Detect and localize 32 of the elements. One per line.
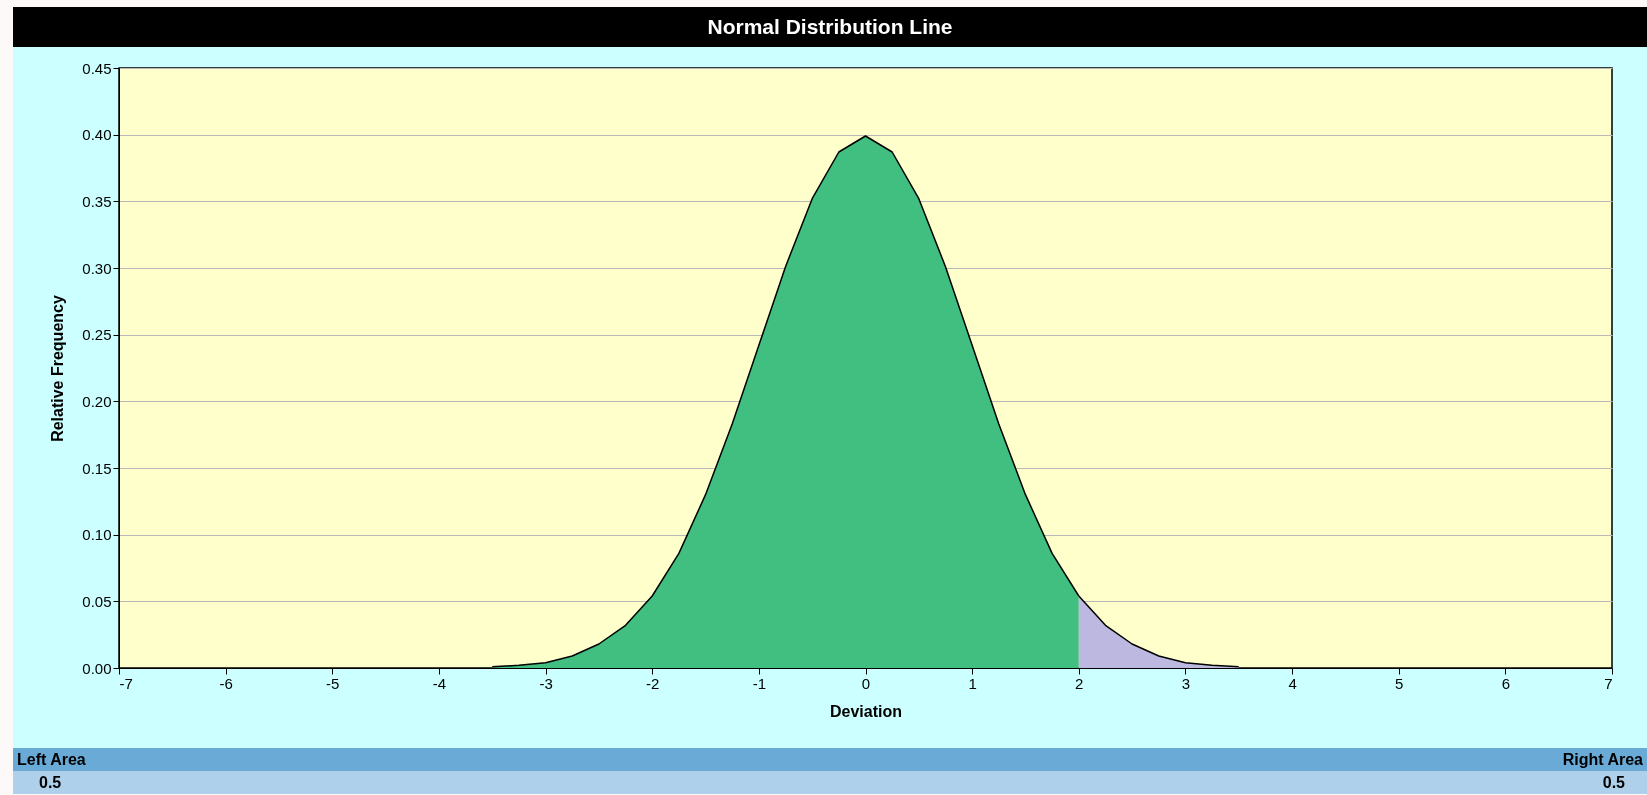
y-tick-label: 0.25: [82, 326, 112, 344]
x-tick-label: 0: [861, 674, 871, 692]
x-tick-label: -4: [432, 674, 447, 692]
x-tick-label: -5: [326, 674, 340, 692]
x-tick-label: -2: [646, 674, 660, 692]
x-tick-label: 6: [1501, 674, 1511, 692]
y-tick-label: 0.10: [82, 526, 112, 544]
y-tick-label: 0.20: [82, 392, 112, 410]
text: Right Area: [1562, 750, 1643, 770]
y-tick-label: 0.00: [82, 659, 112, 677]
chart-title: Normal Distribution Line: [13, 7, 1647, 47]
x-tick-label: 4: [1288, 674, 1297, 692]
y-tick-label: 0.30: [82, 259, 112, 277]
text: 0.5: [1602, 773, 1625, 793]
y-tick-label: 0.35: [82, 192, 112, 210]
y-tick-label: 0.45: [82, 59, 112, 77]
x-tick-label: 5: [1395, 674, 1404, 692]
x-tick-label: -3: [539, 674, 553, 692]
y-tick-label: 0.40: [82, 126, 112, 144]
y-axis-title: Relative Frequency: [49, 295, 67, 442]
x-tick-label: 7: [1604, 674, 1613, 692]
x-tick-label: -6: [219, 674, 233, 692]
x-tick-label: 1: [968, 674, 977, 692]
x-tick-label: 2: [1075, 674, 1084, 692]
text: Left Area: [17, 750, 86, 770]
y-tick-label: 0.15: [82, 459, 112, 477]
x-axis-title: Deviation: [829, 702, 903, 720]
text: 0.5: [39, 773, 62, 793]
x-tick-label: -1: [752, 674, 767, 692]
y-tick-label: 0.05: [82, 592, 112, 610]
x-tick-label: -7: [119, 674, 133, 692]
x-tick-label: 3: [1181, 674, 1191, 692]
